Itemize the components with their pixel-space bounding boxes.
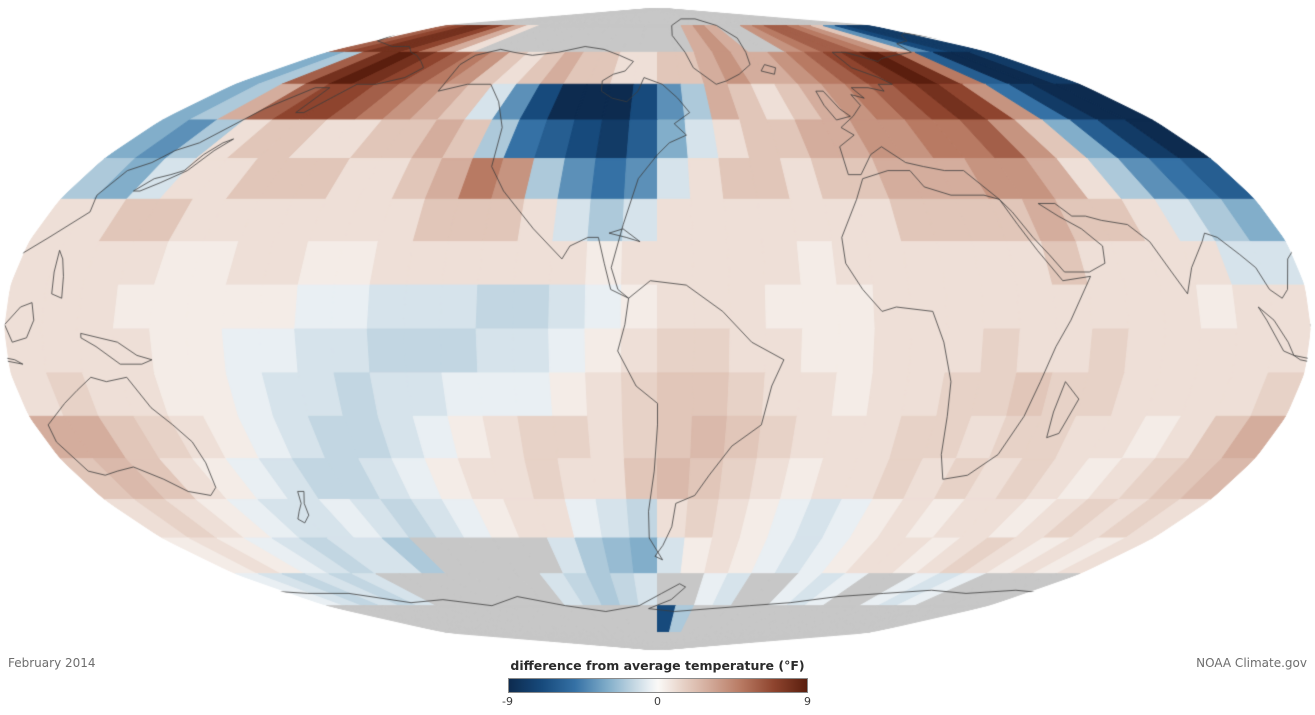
legend-tick-min: -9 [502,695,513,708]
legend-colorbar [507,678,808,693]
legend-tick-max: 9 [804,695,811,708]
legend-title: difference from average temperature (°F) [510,658,805,673]
legend-tick-mid: 0 [654,695,661,708]
brand-credit: NOAA Climate.gov [1196,656,1307,670]
legend-tick-row: -9 0 9 [502,695,811,709]
legend: difference from average temperature (°F)… [488,658,828,709]
date-label: February 2014 [8,656,96,670]
